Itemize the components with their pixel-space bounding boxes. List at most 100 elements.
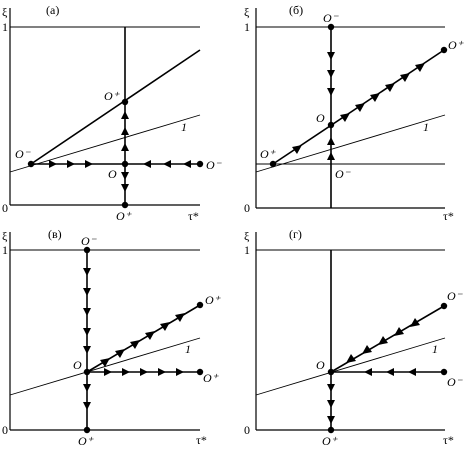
panel-c-arrow — [100, 358, 110, 367]
panel-c-point-label: O⁻ — [81, 234, 98, 248]
panel-b-line-1 — [255, 114, 446, 173]
panel-c-point-label: O⁺ — [205, 293, 222, 307]
panel-a-point-label: O⁻ — [206, 158, 223, 172]
panel-c-point — [196, 368, 204, 376]
panel-d-arrow — [408, 368, 416, 376]
panel-d-arrow — [362, 345, 372, 354]
panel-b-point — [440, 46, 448, 54]
panel-a: (а) ξ 1 0 τ* 1 O⁻ O⁺ O O⁻ O⁺ — [2, 3, 223, 223]
panel-d-point-label: O⁻ — [447, 375, 464, 389]
panel-d: (г) ξ 1 0 τ* 1 O⁻ O O⁻ O⁺ — [244, 227, 464, 448]
panel-a-arrow — [163, 160, 171, 168]
panel-d-tick-zero: 0 — [244, 423, 250, 437]
panel-c-arrow — [83, 308, 91, 316]
panel-d-point-label: O — [316, 358, 325, 372]
panel-d-arrow — [327, 384, 335, 392]
panel-a-arrow — [143, 160, 151, 168]
panel-c-point — [83, 426, 91, 434]
panel-b-arrow — [327, 88, 335, 96]
panel-c-point — [83, 368, 91, 376]
panel-c-point-label: O — [73, 358, 82, 372]
panel-d-y-axis-label: ξ — [244, 229, 250, 243]
panel-c-arrow — [115, 349, 125, 358]
panel-b-point-label: O⁻ — [323, 11, 340, 25]
panel-c-arrow — [122, 368, 130, 376]
panel-b-point-label: O⁺ — [448, 38, 465, 52]
panel-a-arrow — [85, 160, 93, 168]
panel-b-point — [327, 121, 335, 129]
panel-d-arrow — [346, 354, 356, 363]
panel-a-point — [27, 160, 35, 168]
panel-a-arrow — [121, 127, 129, 135]
panel-a-point-label: O — [108, 167, 117, 181]
panel-b-line-label: 1 — [423, 120, 429, 134]
panel-b-arrow — [327, 70, 335, 78]
panel-d-arrow — [364, 368, 372, 376]
panel-a-point — [121, 160, 129, 168]
panel-c-point-label: O⁺ — [78, 434, 95, 448]
panel-b-x-axis-label: τ* — [443, 209, 454, 223]
panel-a-line-label: 1 — [181, 120, 187, 134]
panel-c-arrow — [176, 368, 184, 376]
panel-b-arrow — [400, 73, 410, 82]
panel-a-arrow — [183, 160, 191, 168]
panel-a-arrow — [121, 172, 129, 180]
panel-b-y-axis-label: ξ — [244, 5, 250, 19]
panel-d-arrow — [327, 416, 335, 424]
panel-a-tick-zero: 0 — [2, 201, 8, 215]
panel-c-arrow — [160, 322, 170, 331]
panel-b-arrow — [327, 137, 335, 145]
panel-b-tick-zero: 0 — [244, 201, 250, 215]
panel-a-point-label: O⁻ — [15, 147, 32, 161]
panel-c-arrow — [158, 368, 166, 376]
panel-a-point-label: O⁺ — [104, 89, 121, 103]
panel-c: (в) ξ 1 0 τ* 1 O⁻ O⁺ O O⁺ O⁺ — [2, 227, 222, 448]
panel-b-arrow — [355, 103, 365, 112]
panel-a-y-axis-label: ξ — [2, 5, 8, 19]
panel-b-point-label: O — [316, 111, 325, 125]
panel-d-line-label: 1 — [432, 342, 438, 356]
panel-c-arrow — [175, 313, 185, 322]
panel-a-x-axis-label: τ* — [188, 209, 199, 223]
panel-a-tick-one: 1 — [2, 20, 8, 34]
panel-b-point-label: O⁺ — [260, 147, 277, 161]
panel-c-point-label: O⁺ — [203, 371, 220, 385]
panel-d-line-1 — [255, 337, 446, 396]
panel-d-point — [440, 368, 448, 376]
panel-b-arrow — [292, 145, 302, 154]
panel-b-tick-one: 1 — [244, 20, 250, 34]
panel-c-arrow — [83, 384, 91, 392]
panel-d-point-label: O⁻ — [447, 289, 464, 303]
panel-c-arrow — [140, 368, 148, 376]
panel-c-tick-zero: 0 — [2, 423, 8, 437]
panel-c-tag: (в) — [48, 227, 62, 241]
panel-b-point-label: O⁻ — [335, 167, 352, 181]
panel-a-point-label: O⁺ — [116, 209, 133, 223]
panel-a-arrow — [49, 160, 57, 168]
panel-a-separatrix — [30, 49, 201, 165]
panel-b-arrow — [415, 63, 425, 72]
panel-b-arrow — [370, 93, 380, 102]
panel-c-y-axis-label: ξ — [2, 229, 8, 243]
panel-d-arrow — [394, 327, 404, 336]
panel-c-arrow — [145, 331, 155, 340]
panel-b-point — [269, 160, 277, 168]
panel-c-point — [83, 246, 91, 254]
panel-a-arrow — [121, 143, 129, 151]
panel-c-x-axis-label: τ* — [196, 433, 207, 447]
panel-a-point — [196, 160, 204, 168]
panel-d-point-label: O⁺ — [322, 434, 339, 448]
panel-c-arrow — [104, 368, 112, 376]
panel-c-arrow — [130, 340, 140, 349]
panel-b-tag: (б) — [289, 3, 303, 17]
panel-a-point — [121, 201, 129, 209]
panel-b-arrow — [385, 83, 395, 92]
panel-d-tag: (г) — [289, 227, 302, 241]
panel-d-x-axis-label: τ* — [443, 433, 454, 447]
panel-c-arrow — [83, 268, 91, 276]
panel-b-arrow — [327, 152, 335, 160]
panel-d-point — [327, 368, 335, 376]
panel-d-arrow — [386, 368, 394, 376]
panel-d-point — [440, 302, 448, 310]
